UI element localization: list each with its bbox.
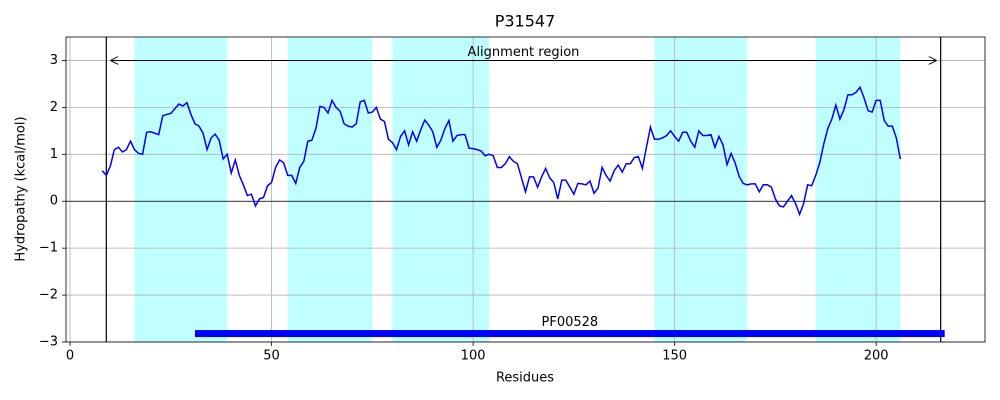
- y-tick-label: −1: [39, 241, 58, 256]
- plot-frame: [65, 36, 986, 343]
- highlight-region: [654, 37, 748, 342]
- x-axis-label: Residues: [496, 371, 554, 386]
- y-axis-label: Hydropathy (kcal/mol): [14, 116, 29, 261]
- alignment-label: Alignment region: [468, 45, 580, 60]
- y-tick-label: −2: [39, 288, 58, 303]
- highlight-region: [134, 37, 228, 342]
- x-tick-label: 50: [263, 349, 280, 364]
- highlight-region: [392, 37, 490, 342]
- domain-label: PF00528: [542, 315, 599, 330]
- chart-title: P31547: [495, 12, 556, 31]
- y-tick-label: 1: [50, 147, 58, 162]
- y-tick-label: 0: [50, 194, 58, 209]
- x-tick-label: 150: [662, 349, 687, 364]
- hydropathy-line: [101, 85, 902, 217]
- y-tick-label: −3: [39, 335, 58, 350]
- y-tick-label: 3: [50, 53, 58, 68]
- highlight-region: [287, 37, 373, 342]
- y-tick-label: 2: [50, 100, 58, 115]
- x-tick-label: 0: [66, 349, 74, 364]
- x-tick-label: 100: [461, 349, 486, 364]
- domain-bar: [194, 330, 945, 338]
- x-tick-label: 200: [864, 349, 889, 364]
- highlight-region: [815, 37, 901, 342]
